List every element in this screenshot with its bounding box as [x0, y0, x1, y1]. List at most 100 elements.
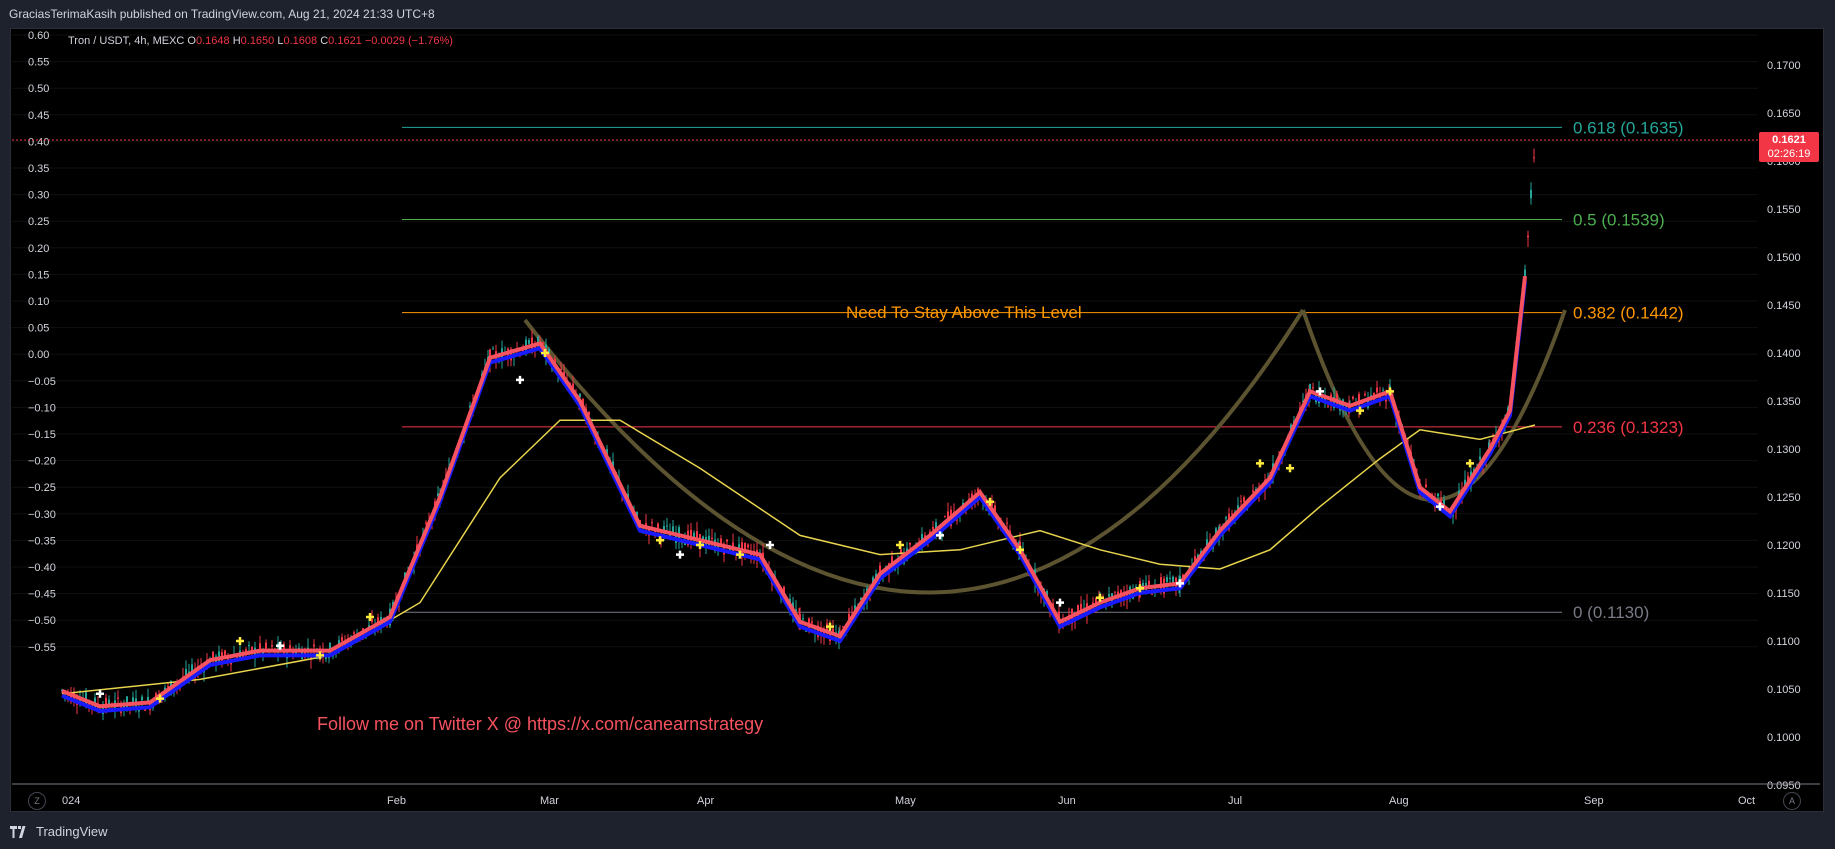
- signal-marker: [896, 541, 904, 549]
- tradingview-brand[interactable]: TradingView: [10, 824, 108, 839]
- candle-body: [1352, 396, 1354, 399]
- candle-body: [842, 626, 844, 628]
- time-axis-label: May: [895, 795, 916, 807]
- left-axis-label: −0.40: [28, 562, 56, 574]
- candle-body: [70, 691, 72, 702]
- signal-marker: [276, 641, 284, 650]
- time-axis-label: Mar: [540, 795, 559, 807]
- candle-body: [185, 669, 187, 678]
- candle-body: [696, 530, 698, 541]
- candle-body: [1348, 402, 1350, 414]
- candle-body: [1382, 389, 1384, 391]
- candle-body: [371, 619, 373, 622]
- left-axis-label: −0.05: [28, 376, 56, 388]
- candle-body: [1437, 493, 1439, 497]
- candle-body: [304, 648, 306, 658]
- symbol-legend[interactable]: Tron / USDT, 4h, MEXC O0.1648 H0.1650 L0…: [68, 35, 453, 47]
- time-axis-label: 024: [62, 795, 80, 807]
- candle-body: [1237, 505, 1239, 512]
- legend-change: −0.0029 (−1.76%): [364, 35, 453, 47]
- left-axis-label: 0.05: [28, 323, 49, 335]
- candle-body: [1336, 393, 1338, 405]
- left-axis-label: 0.45: [28, 110, 49, 122]
- legend-symbol: Tron / USDT, 4h, MEXC: [68, 35, 185, 47]
- current-price-tag: 0.1621 02:26:19: [1759, 132, 1819, 162]
- right-axis-label: 0.1200: [1767, 540, 1801, 552]
- right-axis-label: 0.1100: [1767, 636, 1800, 648]
- right-axis-label: 0.1450: [1767, 300, 1801, 312]
- signal-marker: [156, 694, 164, 703]
- candle-body: [191, 664, 193, 673]
- candle-body: [1488, 442, 1490, 449]
- chart-panel[interactable]: [10, 28, 1824, 812]
- candle-body: [138, 709, 140, 712]
- candle-body: [1527, 235, 1529, 238]
- candle-body: [1169, 577, 1171, 579]
- candle-body: [944, 516, 946, 518]
- candle-body: [1095, 598, 1097, 607]
- zoom-button[interactable]: Z: [28, 792, 46, 810]
- signal-marker: [676, 550, 684, 559]
- candle-body: [141, 696, 143, 701]
- candle-body: [795, 609, 797, 612]
- candle-body: [711, 537, 713, 539]
- publish-bar: GraciasTerimaKasih published on TradingV…: [0, 0, 1835, 28]
- candle-body: [105, 697, 107, 709]
- candle-body: [61, 689, 63, 692]
- candle-body: [310, 656, 312, 660]
- signal-marker: [96, 689, 104, 698]
- tradingview-logo-icon: [10, 825, 26, 838]
- slow-ma-line: [61, 280, 1527, 714]
- time-axis-label: Aug: [1389, 795, 1409, 807]
- signal-marker: [1286, 464, 1294, 473]
- candle-body: [1142, 582, 1144, 589]
- time-axis-label: Jun: [1058, 795, 1076, 807]
- candle-body: [1172, 576, 1174, 583]
- right-axis-label: 0.1350: [1767, 396, 1801, 408]
- candle-body: [1006, 522, 1008, 524]
- long-ma-line: [61, 419, 1536, 695]
- fib-level-label: 0.236 (0.1323): [1573, 418, 1684, 437]
- candle-body: [1333, 396, 1335, 408]
- candle-body: [492, 348, 494, 350]
- auto-scale-button[interactable]: A: [1783, 792, 1801, 810]
- candle-body: [212, 651, 214, 660]
- signal-marker: [736, 550, 744, 559]
- left-axis-label: −0.45: [28, 589, 56, 601]
- candle-body: [554, 358, 556, 364]
- footer-bar: [0, 815, 1835, 849]
- candle-body: [1148, 580, 1150, 588]
- candle-body: [935, 522, 937, 533]
- level-note: Need To Stay Above This Level: [846, 303, 1082, 322]
- candle-body: [1443, 499, 1445, 507]
- candle-body: [144, 708, 146, 711]
- left-axis-label: 0.25: [28, 216, 49, 228]
- candle-body: [289, 645, 291, 649]
- candle-body: [579, 393, 581, 397]
- candle-body: [1114, 591, 1116, 593]
- brand-label: TradingView: [36, 824, 108, 839]
- candle-body: [848, 613, 850, 620]
- candle-body: [537, 336, 539, 346]
- candle-body: [900, 549, 902, 554]
- candle-body: [666, 525, 668, 527]
- right-axis-label: 0.1650: [1767, 108, 1801, 120]
- candle-body: [1302, 400, 1304, 402]
- candle-body: [1440, 498, 1442, 503]
- legend-c-label: C: [320, 35, 329, 47]
- candle-body: [108, 699, 110, 707]
- fib-level-label: 0.618 (0.1635): [1573, 118, 1684, 137]
- candle-body: [1324, 396, 1326, 402]
- candle-body: [947, 511, 949, 523]
- candle-body: [1077, 604, 1079, 617]
- right-axis-label: 0.1150: [1767, 588, 1800, 600]
- signal-marker: [936, 531, 944, 540]
- right-axis-label: 0.1550: [1767, 204, 1801, 216]
- right-axis-label: 0.1700: [1767, 60, 1801, 72]
- candle-body: [1108, 594, 1110, 597]
- right-axis-label: 0.1400: [1767, 348, 1801, 360]
- time-axis-label: Sep: [1584, 795, 1604, 807]
- candle-body: [227, 657, 229, 662]
- left-axis-label: −0.50: [28, 615, 56, 627]
